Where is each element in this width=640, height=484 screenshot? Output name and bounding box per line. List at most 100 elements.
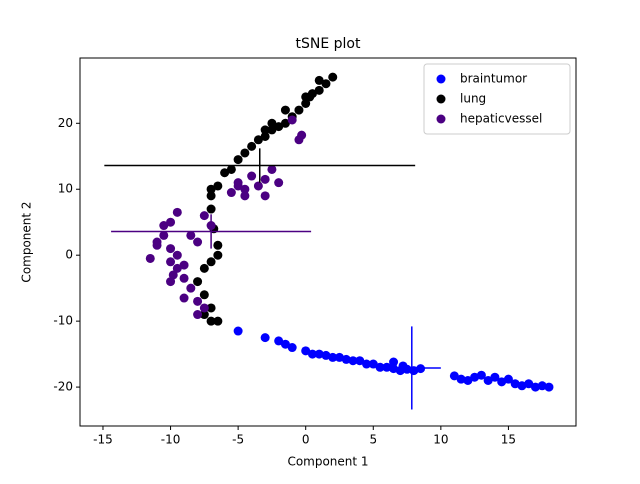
y-tick-label: 0 <box>65 248 73 262</box>
point <box>328 72 338 82</box>
point <box>233 326 243 336</box>
x-tick-label: 0 <box>302 433 310 447</box>
point <box>172 207 182 217</box>
x-tick-label: -5 <box>232 433 244 447</box>
point <box>503 374 513 384</box>
point <box>280 105 290 115</box>
point <box>537 381 547 391</box>
point <box>341 354 351 364</box>
point <box>301 92 311 102</box>
point <box>267 118 277 128</box>
point <box>544 382 554 392</box>
point <box>362 359 372 369</box>
point <box>355 356 365 366</box>
point <box>179 293 189 303</box>
point <box>389 357 399 367</box>
legend-marker <box>436 114 446 124</box>
point <box>253 181 263 191</box>
point <box>260 131 270 141</box>
point <box>328 352 338 362</box>
point <box>510 379 520 389</box>
point <box>470 372 480 382</box>
point <box>172 263 182 273</box>
point <box>497 377 507 387</box>
point <box>199 211 209 221</box>
point <box>220 168 230 178</box>
point <box>287 115 297 125</box>
point <box>213 240 223 250</box>
point <box>307 89 317 99</box>
legend-box <box>423 63 571 135</box>
point <box>314 85 324 95</box>
point <box>206 316 216 326</box>
point <box>199 303 209 313</box>
point <box>152 240 162 250</box>
point <box>159 230 169 240</box>
point <box>166 217 176 227</box>
point <box>375 362 385 372</box>
x-tick-label: -15 <box>93 433 113 447</box>
point <box>213 181 223 191</box>
point <box>260 174 270 184</box>
point <box>260 333 270 343</box>
point <box>193 296 203 306</box>
plot-frame <box>79 57 577 427</box>
point <box>490 372 500 382</box>
point <box>226 188 236 198</box>
point <box>334 352 344 362</box>
point <box>280 339 290 349</box>
point <box>314 349 324 359</box>
point <box>297 130 307 140</box>
point <box>213 250 223 260</box>
point <box>280 118 290 128</box>
chart-title: tSNE plot <box>296 36 361 52</box>
point <box>199 290 209 300</box>
legend-marker <box>436 74 446 84</box>
point <box>253 135 263 145</box>
point <box>274 122 284 132</box>
point <box>483 375 493 385</box>
point <box>260 191 270 201</box>
point <box>193 277 203 287</box>
point <box>179 273 189 283</box>
point <box>240 184 250 194</box>
point <box>179 260 189 270</box>
y-axis-label: Component 2 <box>20 201 34 282</box>
point <box>199 310 209 320</box>
x-tick-label: 10 <box>433 433 448 447</box>
point <box>321 350 331 360</box>
point <box>166 277 176 287</box>
point <box>348 356 358 366</box>
point <box>247 141 257 151</box>
point <box>267 164 277 174</box>
point <box>463 375 473 385</box>
point <box>301 99 311 109</box>
legend-label: hepaticvessel <box>460 112 542 126</box>
point <box>274 336 284 346</box>
point <box>199 263 209 273</box>
point <box>267 125 277 135</box>
point <box>166 244 176 254</box>
x-tick-label: 5 <box>369 433 377 447</box>
point <box>301 346 311 356</box>
point <box>260 125 270 135</box>
point <box>206 303 216 313</box>
point <box>274 178 284 188</box>
x-tick-label: -10 <box>161 433 181 447</box>
point <box>307 349 317 359</box>
point <box>206 257 216 267</box>
y-tick-label: -20 <box>53 380 73 394</box>
x-tick-label: 15 <box>501 433 516 447</box>
point <box>186 283 196 293</box>
legend-label: braintumor <box>460 72 527 86</box>
point <box>166 257 176 267</box>
x-axis-label: Component 1 <box>287 455 368 469</box>
legend-label: lung <box>460 92 486 106</box>
point <box>145 253 155 263</box>
point <box>233 155 243 165</box>
point <box>206 184 216 194</box>
point <box>213 316 223 326</box>
point <box>206 204 216 214</box>
point <box>172 250 182 260</box>
